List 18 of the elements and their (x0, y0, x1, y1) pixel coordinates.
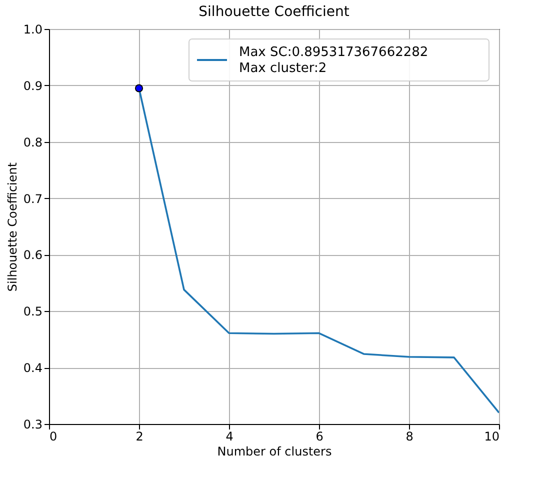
x-axis-title: Number of clusters (217, 444, 332, 458)
y-tick-label: 0.9 (23, 78, 42, 93)
y-tick-label: 0.7 (23, 192, 42, 206)
y-tick-label: 0.6 (23, 248, 42, 262)
x-tick-label: 10 (484, 430, 500, 444)
y-axis-title: Silhouette Coefficient (5, 162, 20, 292)
chart-title: Silhouette Coefficient (198, 4, 350, 20)
x-tick-label: 0 (50, 430, 58, 444)
x-tick-label: 8 (406, 430, 414, 444)
legend-label: Max SC:0.895317367662282 Max cluster:2 (239, 45, 428, 76)
x-tick-label: 6 (316, 430, 324, 444)
y-tick-label: 0.4 (23, 361, 42, 376)
y-tick-label: 1.0 (23, 22, 42, 36)
y-tick-label: 0.8 (23, 135, 42, 150)
y-tick-label: 0.3 (23, 418, 42, 432)
x-tick-label: 4 (226, 430, 234, 444)
x-tick-label: 2 (136, 430, 144, 444)
y-tick-label: 0.5 (23, 304, 42, 319)
